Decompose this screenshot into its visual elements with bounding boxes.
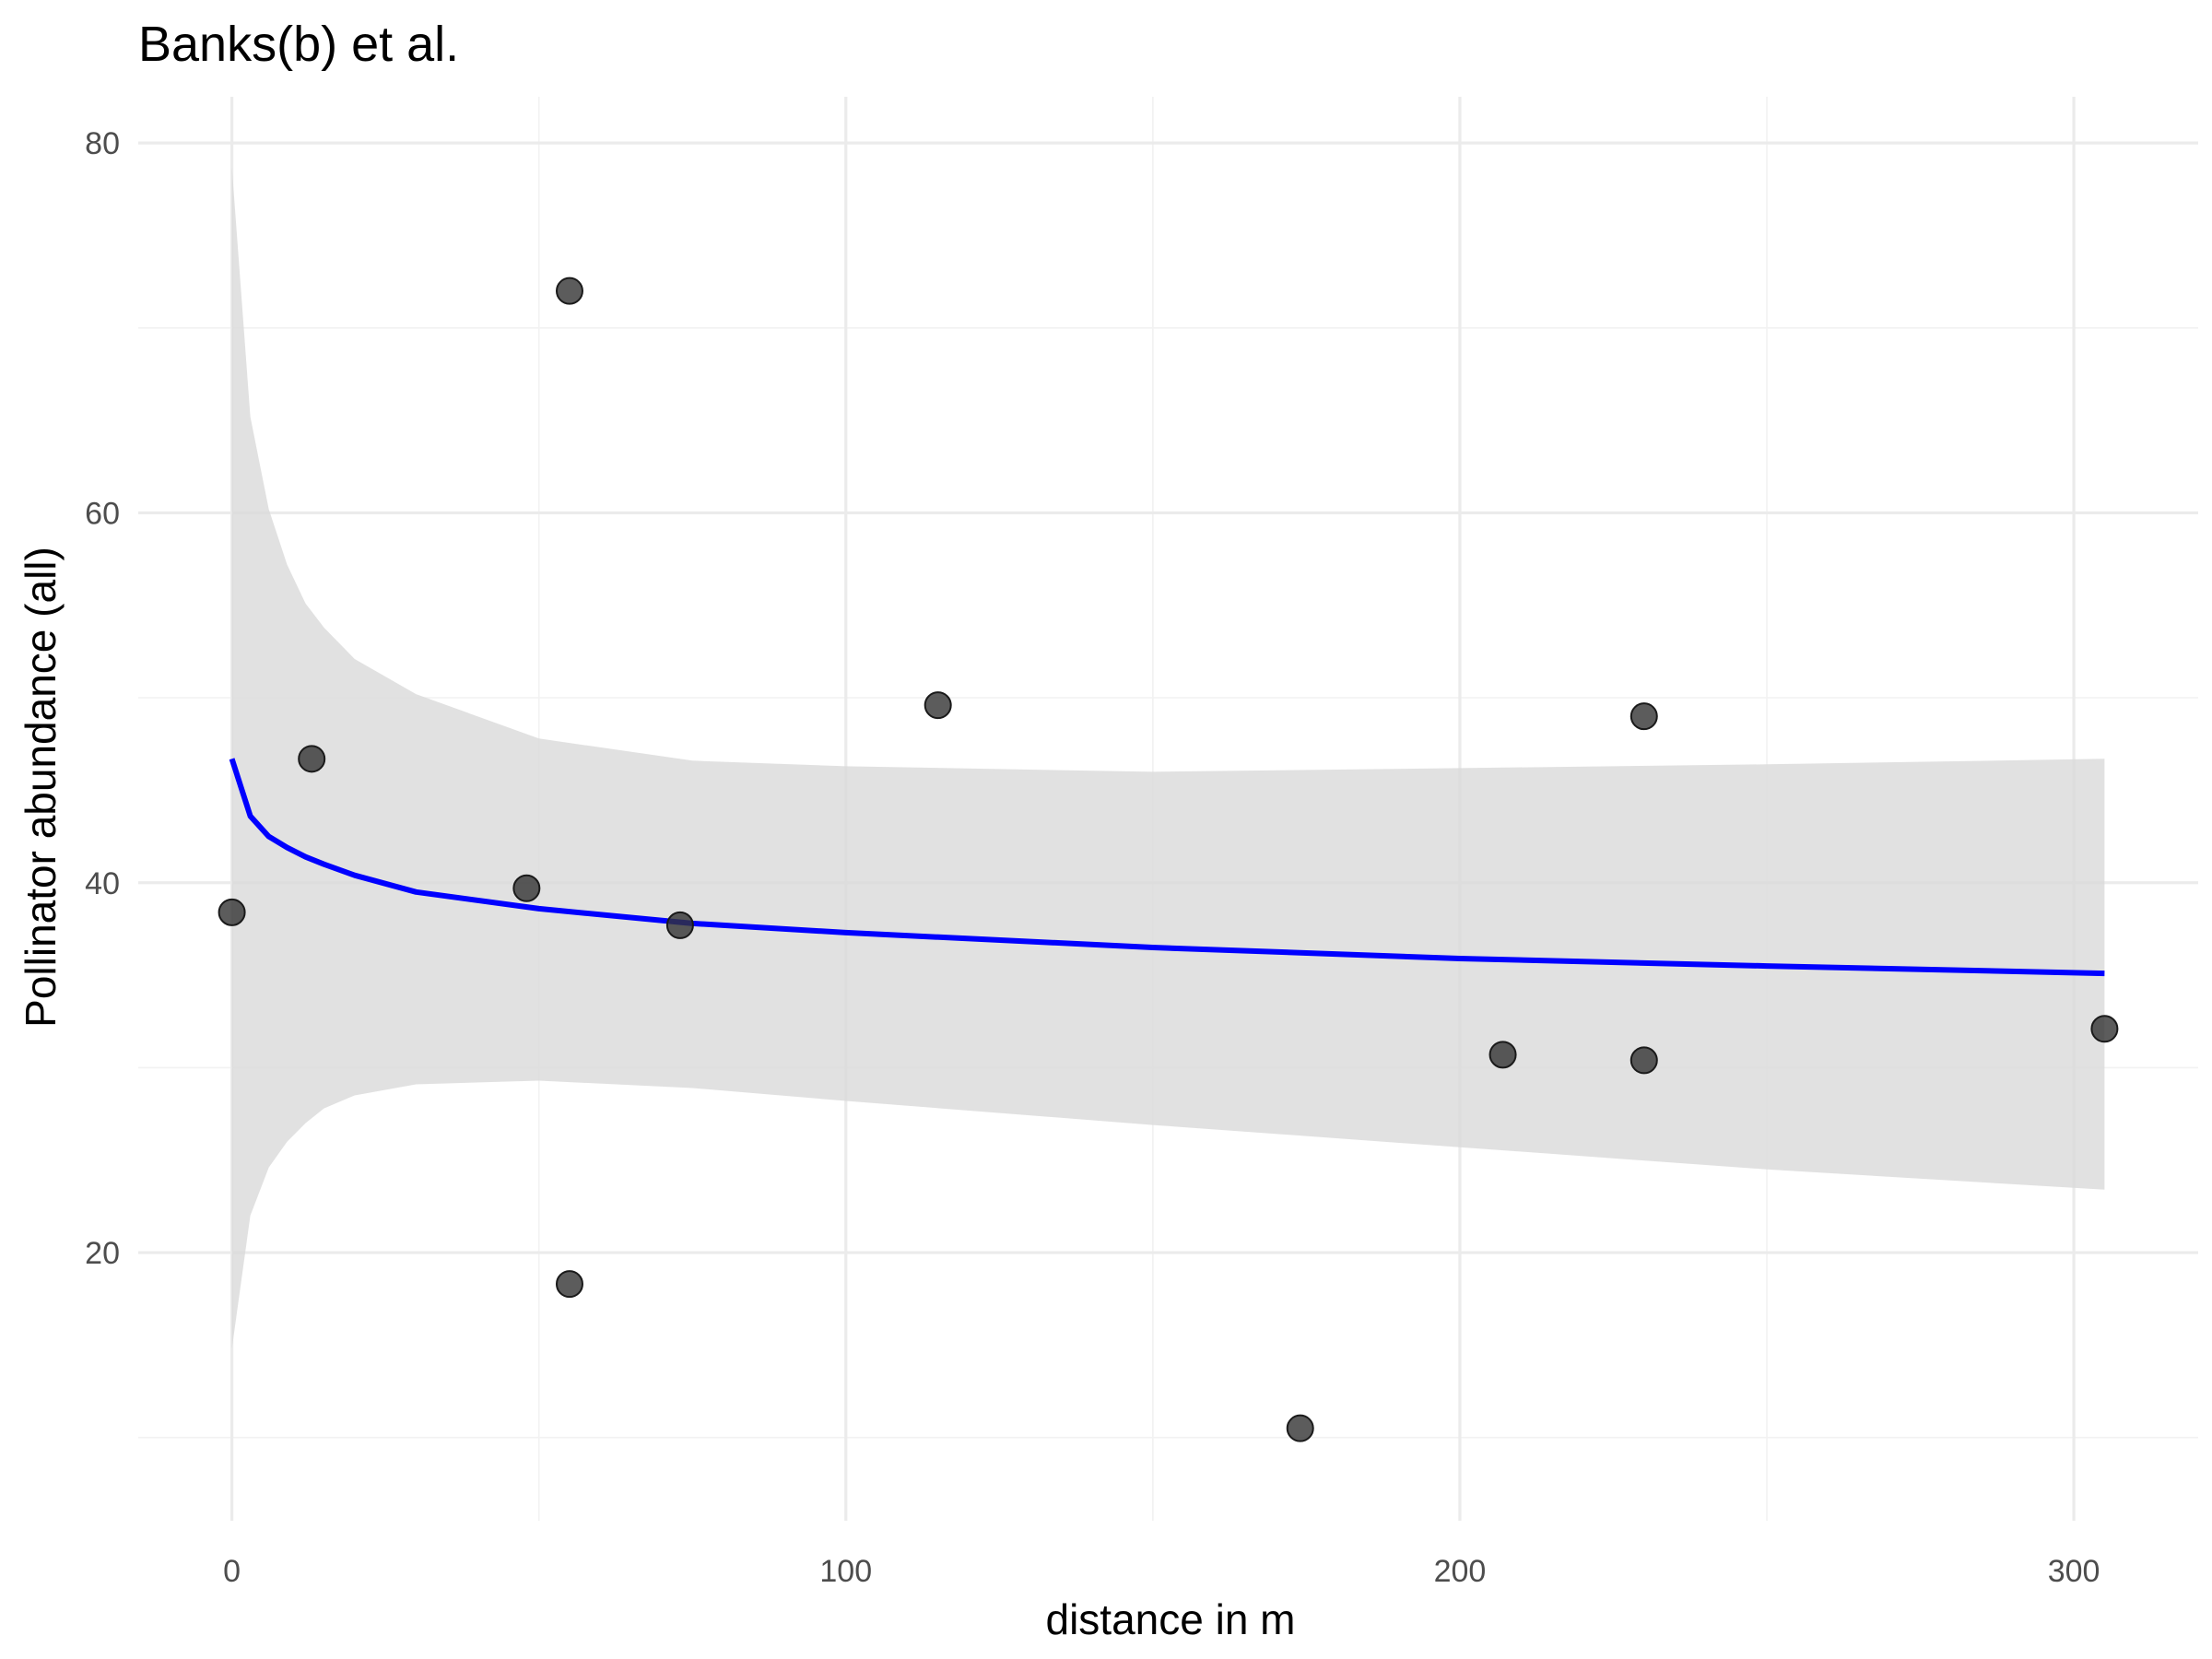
y-axis-tick-labels: 20 40 60 80 [85,126,120,1271]
data-point [665,911,694,939]
y-tick-label: 20 [85,1236,120,1271]
x-tick-label: 200 [1434,1554,1487,1589]
x-tick-label: 100 [819,1554,872,1589]
data-point [218,898,246,926]
chart-title: Banks(b) et al. [138,17,459,72]
data-point [298,745,326,773]
data-point [1630,1046,1658,1075]
y-tick-label: 80 [85,126,120,161]
y-axis-label: Pollinator abundance (all) [17,547,65,1028]
x-axis-tick-labels: 0 100 200 300 [223,1554,2100,1589]
data-points [218,276,2119,1442]
data-point [512,874,541,902]
fit-line [229,758,2105,977]
data-point [924,691,952,720]
x-axis-label: distance in m [1045,1595,1295,1643]
y-tick-label: 60 [85,496,120,531]
data-point [555,276,583,305]
data-point [1630,702,1658,731]
data-point [555,1270,583,1299]
x-tick-label: 300 [2048,1554,2100,1589]
data-point [2090,1015,2119,1043]
x-tick-label: 0 [223,1554,241,1589]
data-point [1488,1041,1517,1069]
data-point [1286,1414,1314,1442]
y-tick-label: 40 [85,866,120,901]
